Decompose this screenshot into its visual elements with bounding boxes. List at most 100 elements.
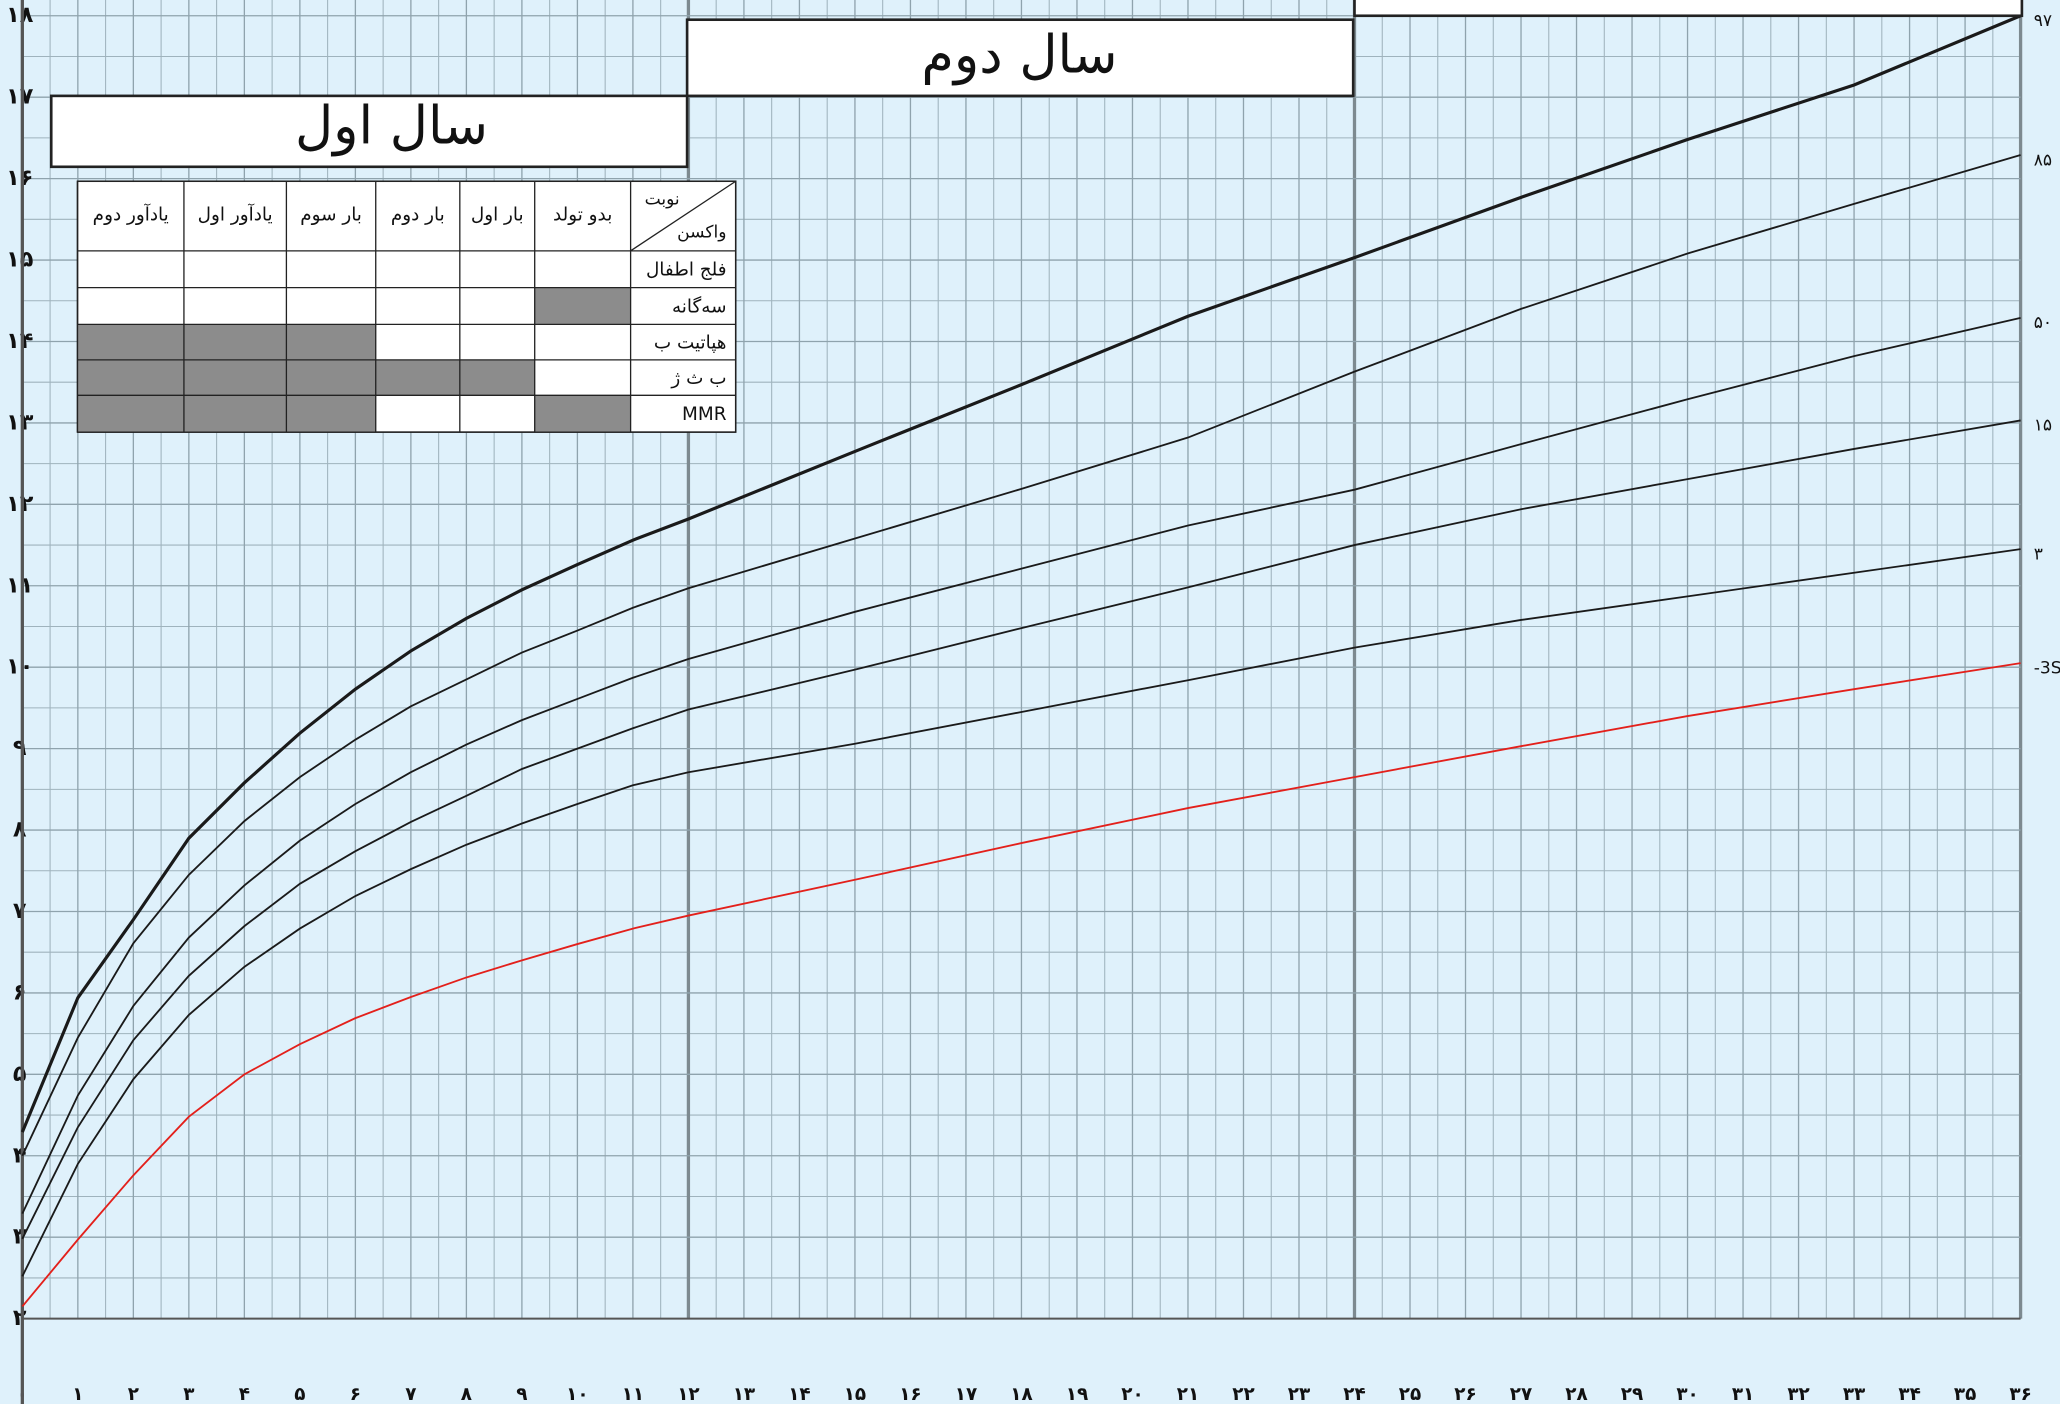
x-tick-label: ۲۸ — [1565, 1384, 1587, 1404]
series-label: -3SD — [2034, 658, 2060, 678]
x-tick-label: ۳۶ — [2009, 1384, 2031, 1404]
x-tick-label: ۲۶ — [1454, 1384, 1476, 1404]
y-tick-label: ۱۲ — [6, 491, 34, 517]
y-tick-label: ۴ — [13, 1142, 27, 1168]
shaded-cell — [286, 324, 376, 360]
overlay: سال دوم سال اول فلج اطفال سه‌گانه هپاتیت ب… — [49, 0, 2024, 433]
corner-label: واکسن — [677, 222, 726, 242]
year-box — [685, 18, 1355, 98]
corner-label: نوبت — [645, 190, 680, 210]
column-header: بار دوم — [391, 204, 445, 225]
shaded-cell — [183, 395, 287, 433]
shaded-cell — [286, 359, 376, 396]
y-tick-label: ۱۵ — [6, 247, 33, 273]
y-tick-label: ۷ — [13, 898, 27, 924]
x-tick-label: ۲۲ — [1232, 1384, 1254, 1404]
year-header: سال دوم — [921, 24, 1117, 85]
shaded-cell — [459, 359, 535, 396]
x-tick-label: ۳۵ — [1954, 1384, 1976, 1404]
x-tick-label: ۷ — [405, 1384, 416, 1404]
series-line — [20, 14, 2022, 1133]
corner-diagonal — [630, 180, 737, 252]
x-tick-label: ۱۱ — [622, 1384, 644, 1404]
x-tick-label: ۱۰ — [566, 1384, 588, 1404]
series-label: ۳ — [2034, 544, 2043, 564]
series-label: ۹۷ — [2034, 11, 2052, 31]
row-label: فلج اطفال — [646, 260, 727, 281]
y-tick-label: ۳ — [13, 1224, 27, 1250]
year-box — [49, 94, 689, 169]
shaded-cell — [375, 359, 460, 396]
x-tick-label: ۲۷ — [1510, 1384, 1532, 1404]
x-tick-label: ۴ — [239, 1384, 250, 1404]
y-tick-label: ۱۱ — [6, 572, 33, 598]
shaded-cell — [77, 324, 184, 360]
year-header: سال اول — [295, 95, 488, 156]
row-label: هپاتیت ب — [654, 332, 727, 353]
series-line — [21, 316, 2021, 1214]
series-label: ۸۵ — [2034, 150, 2052, 170]
x-tick-label: ۲ — [128, 1384, 139, 1404]
x-tick-label: ۳۱ — [1732, 1384, 1754, 1404]
year-box — [1353, 0, 2024, 18]
x-tick-label: ۳۲ — [1787, 1384, 1809, 1404]
x-tick-label: ۱۶ — [899, 1384, 921, 1404]
column-header: یادآور دوم — [93, 202, 169, 225]
x-tick-label: ۱۸ — [1010, 1384, 1032, 1404]
x-tick-label: ۹ — [516, 1384, 527, 1404]
y-tick-label: ۱۸ — [6, 2, 34, 28]
x-tick-label: ۳۴ — [1898, 1384, 1920, 1404]
row-label: سه‌گانه — [672, 295, 727, 317]
x-tick-label: ۲۰ — [1121, 1384, 1143, 1404]
shaded-cell — [77, 395, 184, 433]
y-tick-label: ۱۷ — [6, 84, 34, 110]
y-tick-label: ۵ — [13, 1061, 27, 1087]
shaded-cell — [183, 359, 287, 396]
curves: ۹۷ ۸۵ ۵۰ ۱۵ ۳ -3SD — [20, 11, 2060, 1308]
x-tick-label: ۳۰ — [1676, 1384, 1698, 1404]
row-label: MMR — [682, 404, 727, 425]
x-tick-label: ۳۳ — [1843, 1384, 1865, 1404]
x-tick-label: ۸ — [461, 1384, 472, 1404]
y-tick-label: ۶ — [13, 979, 27, 1005]
x-tick-label: ۲۹ — [1621, 1384, 1643, 1404]
x-tick-label: ۲۴ — [1343, 1384, 1365, 1404]
series-line — [21, 548, 2021, 1277]
x-tick-label: ۳ — [183, 1384, 194, 1404]
column-header: بدو تولد — [553, 204, 612, 225]
x-tick-label: ۲۱ — [1177, 1384, 1199, 1404]
x-tick-label: ۲۳ — [1288, 1384, 1310, 1404]
column-header: بار سوم — [300, 204, 362, 225]
y-tick-label: ۹ — [13, 735, 27, 761]
x-tick-label: ۱ — [72, 1384, 83, 1404]
y-tick-label: ۱۴ — [6, 328, 33, 354]
column-header: بار اول — [471, 204, 524, 225]
x-tick-label: ۱۲ — [677, 1384, 699, 1404]
y-tick-label: ۱۰ — [6, 654, 33, 680]
x-tick-label: ۱۹ — [1066, 1384, 1088, 1404]
x-tick-label: ۱۳ — [733, 1384, 755, 1404]
series-line — [21, 419, 2021, 1240]
series-line — [21, 662, 2021, 1308]
shaded-cell — [534, 287, 631, 325]
x-tick-label: ۲۵ — [1399, 1384, 1421, 1404]
x-tick-label: ۶ — [350, 1384, 361, 1404]
row-label: ب ث ژ — [670, 368, 726, 389]
shaded-cell — [183, 324, 287, 360]
series-label: ۵۰ — [2034, 313, 2052, 333]
shaded-cell — [286, 395, 376, 433]
x-tick-label: ۵ — [294, 1384, 305, 1404]
y-tick-label: ۱۶ — [6, 165, 33, 191]
series-label: ۱۵ — [2034, 416, 2052, 436]
y-tick-label: ۱۳ — [6, 409, 34, 435]
y-tick-label: ۸ — [13, 817, 27, 843]
x-tick-label: ۱۷ — [955, 1384, 977, 1404]
column-header: یادآور اول — [198, 202, 273, 225]
series-line — [21, 154, 2021, 1157]
shaded-cell — [77, 359, 184, 396]
shaded-cell — [534, 395, 631, 433]
x-tick-label: ۱۴ — [788, 1384, 810, 1404]
x-tick-label: ۱۵ — [844, 1384, 866, 1404]
